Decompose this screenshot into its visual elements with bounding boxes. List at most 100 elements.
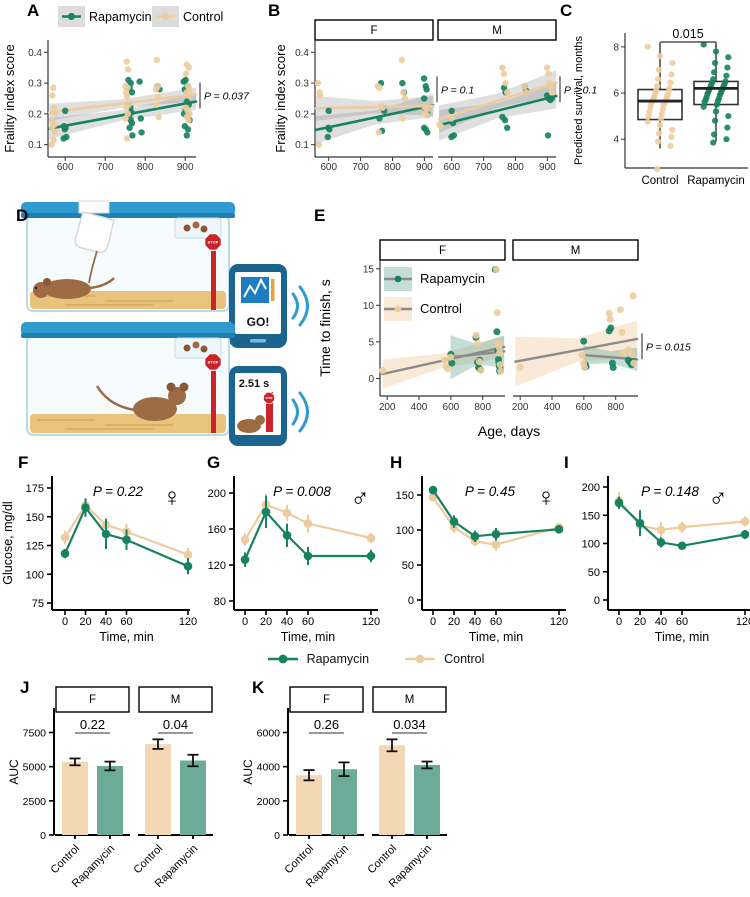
svg-text:80: 80 bbox=[214, 596, 226, 608]
svg-text:P = 0.148: P = 0.148 bbox=[641, 484, 699, 499]
svg-text:F: F bbox=[323, 694, 330, 706]
svg-text:Control: Control bbox=[366, 843, 400, 877]
svg-text:40: 40 bbox=[281, 616, 293, 628]
svg-text:700: 700 bbox=[352, 162, 369, 173]
svg-text:Control: Control bbox=[420, 301, 462, 316]
svg-text:20: 20 bbox=[260, 616, 272, 628]
panel-label-c: C bbox=[560, 1, 573, 20]
svg-text:Fraility index score: Fraility index score bbox=[2, 44, 17, 152]
svg-text:0.26: 0.26 bbox=[314, 717, 339, 732]
svg-text:6000: 6000 bbox=[257, 728, 281, 740]
svg-text:50: 50 bbox=[402, 560, 414, 572]
svg-text:200: 200 bbox=[582, 482, 600, 494]
svg-text:0.2: 0.2 bbox=[295, 109, 309, 120]
svg-text:120: 120 bbox=[362, 616, 380, 628]
svg-text:0: 0 bbox=[368, 374, 374, 385]
svg-text:0.015: 0.015 bbox=[672, 27, 703, 41]
panel-a-frailty-scatter: 0.1 0.2 0.3 0.4 600 700 800 900 P = 0.037 Frailit… bbox=[0, 0, 254, 198]
svg-text:Rapamycin: Rapamycin bbox=[89, 10, 152, 24]
panel-f-glucose-female: 75 100 125 150 175 0 20 40 60 120 P = 0.22 ♀ Time, m… bbox=[0, 448, 197, 654]
chart-svg: 0 50 100 150 0 20 40 60 120 P = 0.45 ♀ Time, min bbox=[396, 476, 568, 644]
svg-text:0: 0 bbox=[594, 595, 600, 607]
svg-text:900: 900 bbox=[416, 162, 433, 173]
svg-text:Rapamycin: Rapamycin bbox=[687, 175, 745, 187]
svg-text:Time, min: Time, min bbox=[99, 630, 153, 644]
svg-text:600: 600 bbox=[576, 402, 593, 413]
svg-text:600: 600 bbox=[443, 402, 460, 413]
legend-label: Rapamycin bbox=[306, 652, 370, 666]
svg-text:Control: Control bbox=[641, 175, 678, 187]
svg-text:Control: Control bbox=[283, 843, 317, 877]
svg-text:15: 15 bbox=[363, 264, 375, 275]
svg-text:125: 125 bbox=[26, 541, 44, 553]
panel-label-k: K bbox=[252, 678, 265, 697]
series-legend: Rapamycin Control bbox=[0, 648, 750, 670]
stop-text-top: STOP bbox=[208, 240, 219, 245]
svg-text:175: 175 bbox=[26, 483, 44, 495]
svg-text:AUC: AUC bbox=[241, 759, 255, 785]
mouse-standing-icon bbox=[95, 382, 189, 421]
svg-text:0.034: 0.034 bbox=[393, 717, 426, 732]
svg-text:AUC: AUC bbox=[7, 759, 21, 785]
panel-e-time-to-finish-scatter: F 0 5 10 15 200 400 600 800 M 200 400 600 800 P = 0.01… bbox=[300, 196, 750, 450]
svg-text:600: 600 bbox=[443, 162, 460, 173]
svg-text:60: 60 bbox=[120, 616, 132, 628]
chart-svg: 0 50 100 150 200 0 20 40 60 120 P = 0.148 ♂ Time, mi… bbox=[582, 476, 750, 644]
svg-text:800: 800 bbox=[607, 402, 624, 413]
hand bbox=[74, 200, 115, 284]
panel-k-auc-bars: 0 2000 4000 6000 AUC F Control Rapamycin 0.26 M Co… bbox=[241, 672, 476, 897]
svg-text:10: 10 bbox=[363, 301, 375, 312]
cage-bottom bbox=[21, 322, 235, 436]
legend-swatch-icon bbox=[405, 654, 436, 664]
chart-svg: 4 6 8 Control Rapamycin 0.015 Predicted surviv… bbox=[573, 27, 748, 187]
chart-svg: 80 120 160 200 0 20 40 60 120 P = 0.008 ♂ Time, min bbox=[208, 476, 380, 644]
svg-text:800: 800 bbox=[384, 162, 401, 173]
panel-label-e: E bbox=[314, 206, 326, 225]
svg-text:Predicted survival, months: Predicted survival, months bbox=[573, 36, 585, 165]
svg-text:0.4: 0.4 bbox=[28, 48, 42, 59]
svg-text:400: 400 bbox=[411, 402, 428, 413]
svg-text:2500: 2500 bbox=[23, 796, 47, 808]
svg-text:100: 100 bbox=[26, 569, 44, 581]
svg-text:700: 700 bbox=[97, 162, 114, 173]
svg-text:60: 60 bbox=[676, 616, 688, 628]
svg-text:50: 50 bbox=[588, 567, 600, 579]
sound-waves-bottom-icon bbox=[291, 391, 309, 433]
svg-text:100: 100 bbox=[582, 539, 600, 551]
svg-text:75: 75 bbox=[32, 598, 44, 610]
svg-text:5000: 5000 bbox=[23, 762, 47, 774]
svg-text:120: 120 bbox=[550, 616, 568, 628]
svg-text:0: 0 bbox=[274, 830, 280, 842]
svg-text:0.1: 0.1 bbox=[295, 140, 309, 151]
panel-j-auc-bars: 0 2500 5000 7500 AUC F Control Rapamycin 0.22 M Co… bbox=[7, 672, 242, 897]
panel-label-d: D bbox=[16, 206, 29, 225]
svg-text:♂: ♂ bbox=[350, 482, 370, 512]
svg-text:200: 200 bbox=[208, 488, 226, 500]
svg-text:Control: Control bbox=[132, 843, 166, 877]
svg-text:Age, days: Age, days bbox=[478, 423, 540, 439]
panel-label-j: J bbox=[20, 678, 30, 697]
svg-text:Time, min: Time, min bbox=[281, 630, 335, 644]
svg-text:900: 900 bbox=[177, 162, 194, 173]
svg-text:5: 5 bbox=[368, 337, 374, 348]
svg-text:0: 0 bbox=[62, 616, 68, 628]
svg-text:P = 0.1: P = 0.1 bbox=[564, 84, 597, 96]
legend-item-rapamycin: Rapamycin bbox=[266, 652, 370, 666]
svg-text:120: 120 bbox=[736, 616, 750, 628]
svg-text:Glucose, mg/dl: Glucose, mg/dl bbox=[1, 501, 15, 584]
svg-text:♀: ♀ bbox=[162, 482, 182, 512]
svg-text:F: F bbox=[89, 694, 96, 706]
panel-b-frailty-by-sex-scatter: F 0.1 0.2 0.3 0.4 600 700 800 900 M 600 700 800 900 P … bbox=[252, 0, 597, 198]
svg-text:60: 60 bbox=[302, 616, 314, 628]
panel-i-glucose-male: 0 50 100 150 200 0 20 40 60 120 P = 0.148 ♂ Time, mi… bbox=[562, 448, 750, 654]
legend-item-control: Control bbox=[403, 652, 484, 666]
svg-text:0.04: 0.04 bbox=[163, 717, 188, 732]
svg-text:0.1: 0.1 bbox=[28, 140, 42, 151]
svg-text:40: 40 bbox=[100, 616, 112, 628]
go-text: GO! bbox=[247, 315, 270, 329]
svg-text:40: 40 bbox=[655, 616, 667, 628]
legend-label: Control bbox=[444, 652, 485, 666]
svg-text:0: 0 bbox=[408, 595, 414, 607]
svg-text:120: 120 bbox=[179, 616, 197, 628]
